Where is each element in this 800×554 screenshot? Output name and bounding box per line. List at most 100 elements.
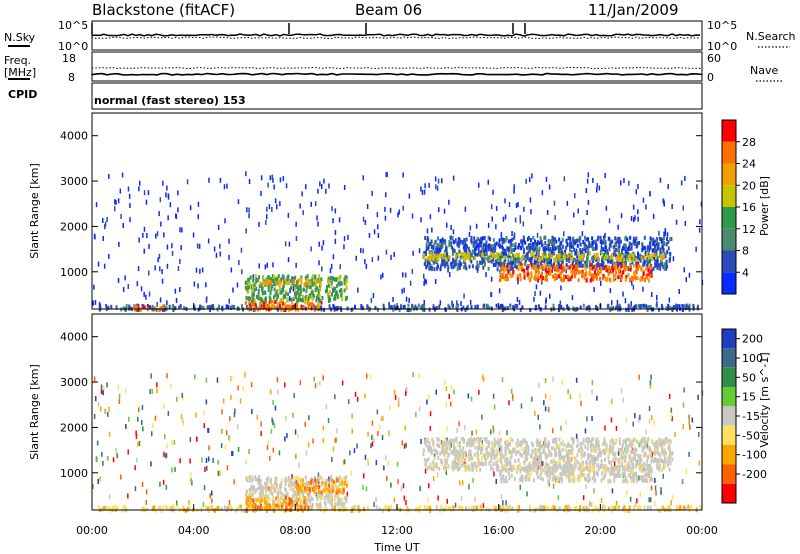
range-cell [646,273,649,278]
scatter-cell [394,394,397,400]
range-cell [663,251,666,256]
range-cell [261,286,264,290]
range-cell [459,454,462,459]
range-cell [107,305,110,310]
scatter-cell [332,446,335,452]
scatter-cell [219,251,221,257]
range-cell [644,250,647,255]
range-cell [489,244,492,249]
range-cell [308,481,311,485]
range-cell [599,269,602,274]
range-cell [341,497,344,502]
range-cell [272,484,275,489]
range-cell [489,251,492,256]
scatter-cell [610,417,613,423]
range-cell [248,478,251,483]
scatter-cell [529,461,531,467]
range-cell [613,249,616,254]
scatter-cell [108,253,110,259]
range-cell [171,504,174,509]
range-cell [426,236,429,241]
range-cell [680,506,683,511]
range-cell [295,285,298,289]
range-cell [445,246,447,251]
range-cell [257,480,260,485]
scatter-cell [370,297,373,303]
range-cell [503,263,506,268]
scatter-cell [433,453,436,459]
scatter-cell [161,269,163,274]
range-cell [438,304,441,309]
range-cell [623,505,626,509]
range-cell [270,490,273,495]
echo-region [244,274,348,303]
range-cell [552,460,554,465]
range-cell [270,299,273,304]
range-cell [354,304,356,309]
scatter-cell [338,217,341,223]
range-cell [595,243,598,248]
range-cell [323,307,326,312]
range-cell [325,507,328,512]
range-cell [569,507,572,512]
scatter-cell [334,230,337,235]
scatter-cell [604,232,606,238]
range-cell [584,246,587,251]
range-cell [293,492,296,497]
range-cell [627,272,630,277]
cpid-label: CPID [8,88,37,101]
range-cell [541,258,543,263]
scatter-cell [605,205,608,211]
range-cell [582,453,585,458]
range-cell [645,304,648,309]
range-cell [495,461,498,466]
scatter-cell [272,262,274,268]
scatter-cell [632,284,635,290]
range-cell [526,255,529,260]
scatter-cell [240,247,243,253]
scatter-cell [377,232,380,238]
range-cell [245,501,248,506]
range-cell [620,452,623,457]
freq-top: 18 [62,52,76,65]
scatter-cell [140,286,143,292]
scatter-cell [135,430,137,436]
range-cell [315,483,318,488]
scatter-cell [651,451,653,457]
range-cell [599,266,602,271]
range-cell [609,240,612,245]
scatter-cell [118,241,120,247]
scatter-cell [118,393,121,399]
range-cell [486,303,489,308]
scatter-cell [672,256,675,262]
range-cell [251,501,254,506]
range-cell [291,503,294,508]
range-cell [314,489,317,494]
range-cell [336,488,339,493]
range-cell [519,265,522,270]
range-cell [425,243,428,248]
scatter-cell [536,456,539,461]
scatter-cell [544,406,547,412]
range-cell [450,261,453,266]
scatter-cell [170,383,172,389]
range-cell [649,253,652,258]
range-cell [576,460,579,465]
range-cell [595,239,597,244]
range-cell [612,252,615,257]
range-cell [337,305,340,310]
range-cell [593,274,596,278]
scatter-cell [467,393,470,399]
scatter-cell [216,377,219,383]
range-cell [582,506,585,511]
scatter-cell [385,249,388,255]
range-cell [543,259,546,264]
range-cell [531,449,534,454]
scatter-cell [654,478,656,483]
range-cell [261,506,264,510]
scatter-cell [228,298,230,304]
range-cell [558,237,561,242]
range-cell [506,263,509,267]
range-cell [444,241,447,246]
range-cell [549,451,552,456]
